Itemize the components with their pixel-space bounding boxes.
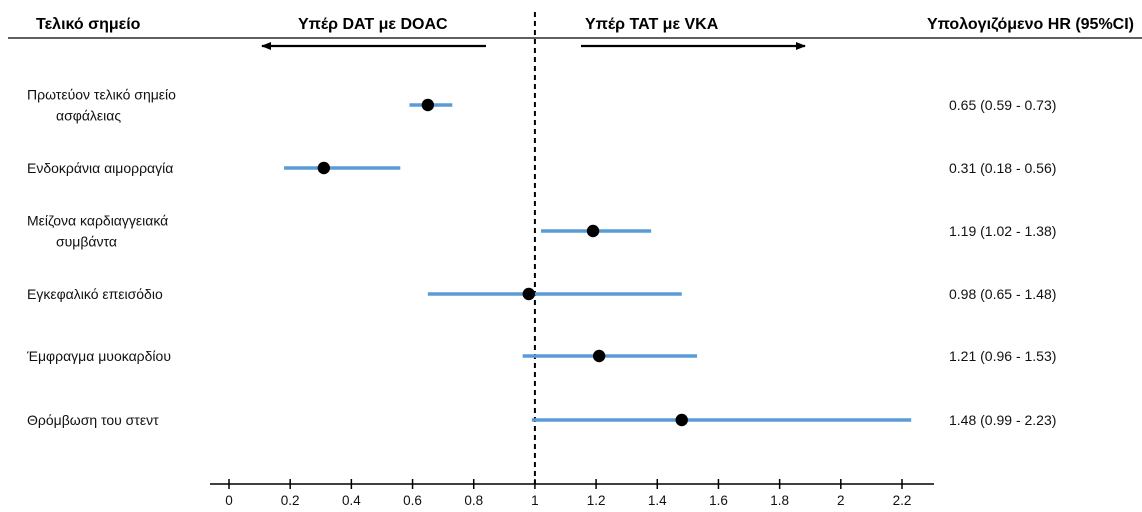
header-hr-column: Υπολογιζόμενο HR (95%CI) — [927, 16, 1134, 33]
x-tick-label: 0.6 — [403, 493, 422, 508]
x-tick-label: 2 — [837, 493, 845, 508]
endpoint-label: Ενδοκράνια αιμορραγία — [27, 160, 173, 176]
endpoint-label-line: Πρωτεύον τελικό σημείο — [27, 87, 176, 103]
endpoint-label-line: Θρόμβωση του στεντ — [27, 412, 159, 428]
endpoint-label-line: ασφάλειας — [56, 108, 121, 124]
x-tick-label: 1.8 — [770, 493, 789, 508]
endpoint-label-line: Μείζονα καρδιαγγειακά — [27, 213, 168, 229]
header-favors-dat-doac: Υπέρ DAT με DOAC — [298, 16, 448, 33]
endpoint-label-line: συμβάντα — [56, 234, 117, 250]
endpoint-label: Εγκεφαλικό επεισόδιο — [27, 286, 163, 302]
x-tick-label: 2.2 — [893, 493, 912, 508]
x-tick-label: 1.4 — [648, 493, 667, 508]
header-endpoint: Τελικό σημείο — [36, 16, 141, 33]
hr-value: 0.31 (0.18 - 0.56) — [949, 160, 1056, 176]
endpoint-label: Πρωτεύον τελικό σημείο ασφάλειας — [27, 87, 176, 124]
endpoint-label: Έμφραγμα μυοκαρδίου — [26, 348, 171, 364]
hr-point — [522, 287, 535, 301]
hr-value: 0.65 (0.59 - 0.73) — [949, 97, 1056, 113]
x-tick-label: 0.8 — [464, 493, 483, 508]
endpoint-label-line: Εγκεφαλικό επεισόδιο — [27, 286, 163, 302]
x-tick-label: 1.6 — [709, 493, 728, 508]
hr-value: 1.19 (1.02 - 1.38) — [949, 223, 1056, 239]
x-tick-label: 1.2 — [587, 493, 606, 508]
hr-value: 0.98 (0.65 - 1.48) — [949, 286, 1056, 302]
x-tick-label: 0.2 — [281, 493, 300, 508]
hr-point — [592, 349, 606, 363]
hr-point — [421, 98, 435, 112]
x-tick-label: 0 — [225, 493, 233, 508]
endpoint-label-line: Ενδοκράνια αιμορραγία — [27, 160, 173, 176]
endpoint-label: Θρόμβωση του στεντ — [27, 412, 159, 428]
endpoint-label: Μείζονα καρδιαγγειακά συμβάντα — [27, 213, 168, 250]
header-favors-tat-vka: Υπέρ TAT με VKA — [585, 16, 719, 33]
endpoint-label-line: Έμφραγμα μυοκαρδίου — [26, 348, 171, 364]
x-tick-label: 0.4 — [342, 493, 361, 508]
hr-point — [317, 161, 331, 175]
hr-value: 1.21 (0.96 - 1.53) — [949, 348, 1056, 364]
x-tick-label: 1 — [531, 493, 539, 508]
hr-value: 1.48 (0.99 - 2.23) — [949, 412, 1056, 428]
hr-point — [675, 413, 688, 427]
hr-point — [586, 224, 600, 238]
